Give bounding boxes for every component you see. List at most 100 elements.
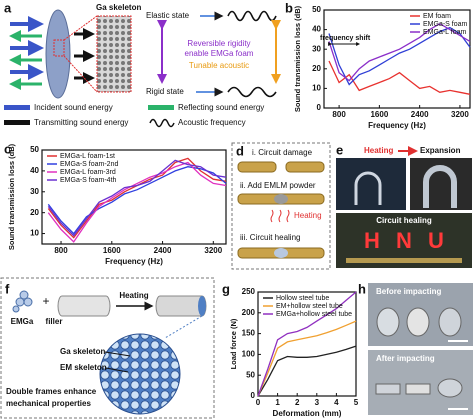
y-tick-label: 30 [312, 44, 321, 53]
x-tick-label: 1 [275, 398, 280, 407]
series-line [257, 320, 357, 397]
x-tick-label: 5 [354, 398, 359, 407]
zoom-mark [53, 39, 65, 57]
panel-h: h Before impacting After impacting [358, 281, 473, 415]
photo-object [423, 165, 457, 208]
series-line [47, 159, 227, 237]
series-line [328, 26, 471, 86]
legend-swatch [4, 105, 30, 110]
center-text: Reversible rigidity [187, 39, 250, 48]
legend-label: EM+hollow steel tube [276, 303, 343, 310]
heat-icon [270, 209, 290, 223]
series-line [47, 166, 227, 235]
legend-text: Transmitting sound energy [34, 118, 128, 127]
legend-text: Acoustic frequency [178, 118, 246, 127]
legend-label: EMGa-L foam-3rd [60, 169, 116, 176]
sample [375, 383, 401, 395]
panel-label: h [358, 281, 366, 296]
photo-object [354, 171, 382, 205]
panel-label: g [222, 281, 230, 296]
ga-skeleton-image [96, 15, 132, 93]
wave-low [227, 86, 277, 98]
heating-text: Heating [294, 211, 322, 220]
tube-end [198, 296, 206, 316]
sample [437, 378, 463, 398]
pointer [105, 367, 129, 373]
legend-text: Incident sound energy [34, 103, 113, 112]
x-tick-label: 2400 [154, 246, 172, 255]
incident-arrows [10, 16, 44, 80]
circuit-healing-text: Circuit healing [376, 216, 432, 225]
plot-frame [41, 149, 227, 245]
legend-label: EMGa-L foam [423, 29, 466, 36]
y-tick-label: 50 [30, 145, 39, 154]
series-line [328, 22, 471, 82]
transmit-arrows [74, 28, 95, 84]
scale-bar [448, 408, 468, 410]
x-axis-label: Deformation (mm) [273, 409, 342, 418]
panel-e: e Heating Expansion Circuit healing H N … [336, 142, 472, 268]
legend-text: Reflecting sound energy [178, 103, 264, 112]
before-text: Before impacting [376, 287, 441, 296]
healed-joint [274, 248, 288, 258]
tube [285, 161, 325, 173]
y-tick-label: 0 [317, 103, 322, 112]
ga-skeleton-text: Ga skeleton [60, 347, 105, 356]
after-text: After impacting [376, 354, 435, 363]
y-tick-label: 250 [242, 287, 256, 296]
heating-text: Heating [119, 291, 148, 300]
legend-swatch [4, 120, 30, 125]
center-text: enable EMGa foam [185, 49, 254, 58]
y-tick-label: 0 [251, 391, 256, 400]
x-tick-label: 800 [54, 246, 68, 255]
sample [376, 307, 400, 337]
panel-f: f EMGa filler + Heating Ga skeleton EM s… [0, 277, 215, 419]
y-tick-label: 10 [312, 84, 321, 93]
heating-text: Heating [364, 146, 393, 155]
emga-text: EMGa [11, 317, 34, 326]
ga-skeleton-label: Ga skeleton [96, 3, 141, 12]
circuit-wire [346, 258, 462, 263]
y-tick-label: 50 [312, 5, 321, 14]
x-tick-label: 1600 [103, 246, 121, 255]
y-tick-label: 30 [30, 187, 39, 196]
x-tick-label: 3200 [204, 246, 222, 255]
series-line [257, 345, 357, 397]
step-text: ii. Add EMLM powder [240, 181, 316, 190]
caption: Double frames enhance [6, 387, 97, 396]
step-text: iii. Circuit healing [240, 233, 300, 242]
y-tick-label: 10 [30, 229, 39, 238]
step-text: i. Circuit damage [252, 148, 313, 157]
plus: + [42, 294, 49, 308]
zoom-line [164, 315, 203, 339]
y-tick-label: 40 [312, 25, 321, 34]
x-tick-label: 0 [256, 398, 261, 407]
em-skeleton-text: EM skeleton [60, 363, 107, 372]
x-tick-label: 4 [334, 398, 339, 407]
expansion-text: Expansion [420, 146, 461, 155]
x-axis-label: Frequency (Hz) [105, 257, 163, 266]
sample [438, 307, 462, 337]
series-line [257, 291, 357, 397]
tunable-text: Tunable acoustic [189, 61, 249, 70]
y-tick-label: 150 [242, 329, 256, 338]
led-letter: H [364, 228, 380, 253]
sample [406, 307, 430, 337]
rigid-state: Rigid state [146, 87, 184, 96]
annotation: frequency shift [320, 35, 371, 42]
x-tick-label: 3200 [451, 110, 469, 119]
panel-label: b [285, 0, 293, 15]
elastic-state: Elastic state [146, 11, 190, 20]
y-axis-label: Sound transmission loss (dB) [293, 5, 302, 112]
y-tick-label: 50 [246, 370, 255, 379]
photo [336, 158, 406, 210]
panel-label: f [5, 281, 10, 296]
x-tick-label: 800 [332, 110, 346, 119]
y-tick-label: 20 [30, 208, 39, 217]
x-axis-label: Frequency (Hz) [368, 121, 426, 130]
series-line [328, 60, 471, 95]
y-axis-label: Load force (N) [229, 318, 238, 369]
scale-bar [448, 340, 468, 342]
legend-label: EM foam [423, 13, 451, 20]
